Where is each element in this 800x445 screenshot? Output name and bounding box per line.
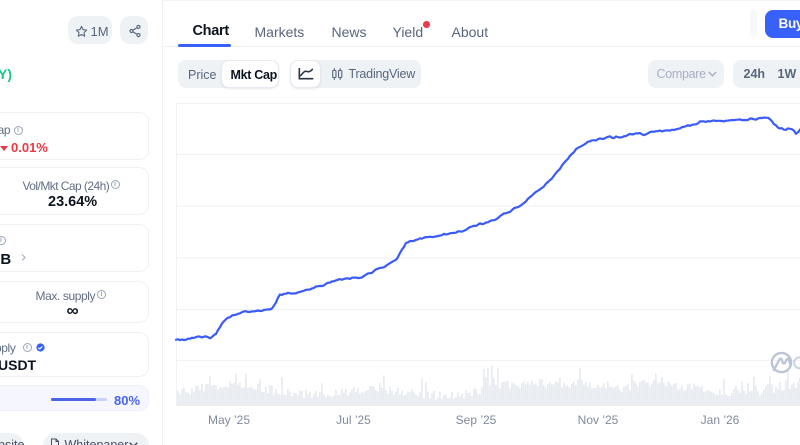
svg-text:May ’25: May ’25 — [208, 413, 250, 427]
svg-text:Nov ’25: Nov ’25 — [578, 413, 619, 427]
svg-text:Sep ’25: Sep ’25 — [456, 413, 497, 427]
svg-text:Jul ’25: Jul ’25 — [336, 413, 371, 427]
svg-text:Jan ’26: Jan ’26 — [701, 413, 740, 427]
